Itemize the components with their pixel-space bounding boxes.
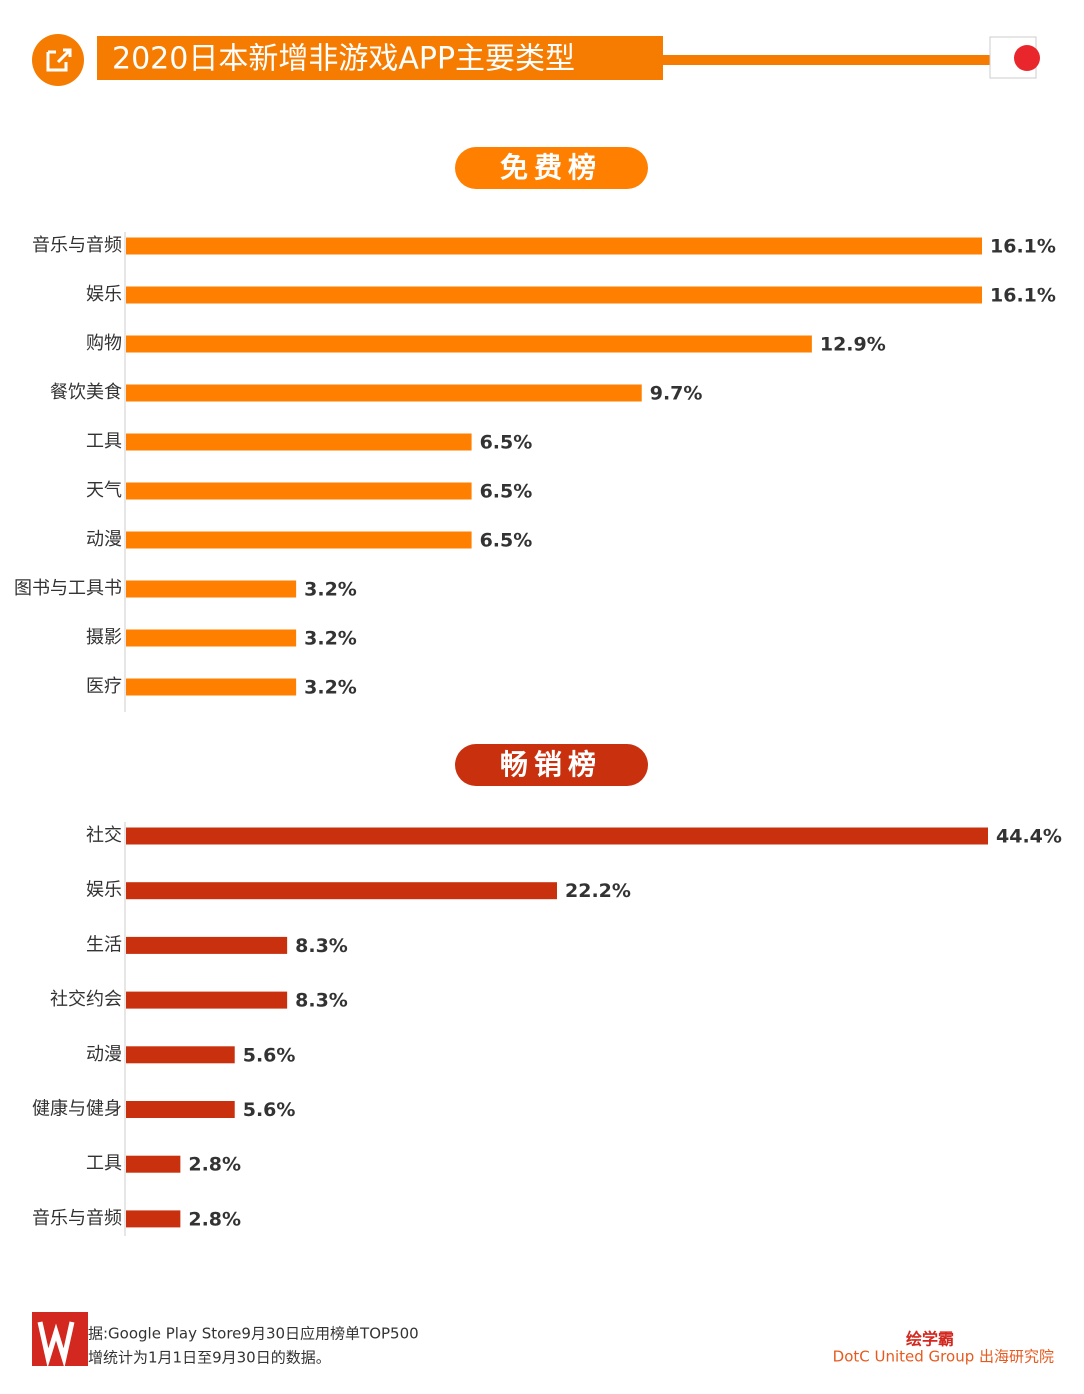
header-line <box>663 55 990 65</box>
footer-org: DotC United Group 出海研究院 <box>833 1348 1054 1366</box>
value-label: 6.5% <box>480 481 533 503</box>
header-icon-glyph <box>46 48 72 72</box>
bar <box>126 936 288 954</box>
category-label: 社交约会 <box>50 989 122 1010</box>
category-label: 工具 <box>86 1153 122 1174</box>
footer-brand: 绘学霸 <box>906 1330 954 1349</box>
value-label: 16.1% <box>990 236 1056 258</box>
bar <box>126 1210 181 1228</box>
category-label: 音乐与音频 <box>32 1208 122 1229</box>
footer-source: 据:Google Play Store9月30日应用榜单TOP500 <box>88 1325 419 1343</box>
bar <box>126 882 557 900</box>
category-label: 动漫 <box>86 1044 122 1065</box>
header-bar <box>97 36 663 80</box>
category-label: 动漫 <box>86 529 122 550</box>
category-label: 娱乐 <box>86 284 122 305</box>
value-label: 3.2% <box>304 628 357 650</box>
footer-logo-glyph <box>37 1321 75 1368</box>
page-title: 2020日本新增非游戏APP主要类型 <box>112 42 575 77</box>
bar <box>126 433 472 451</box>
value-label: 5.6% <box>243 1044 296 1066</box>
flag-sun <box>1014 45 1040 71</box>
bar <box>126 629 297 647</box>
category-label: 娱乐 <box>86 880 122 901</box>
bar <box>126 1155 181 1173</box>
value-label: 16.1% <box>990 285 1056 307</box>
bar <box>126 482 472 500</box>
bar <box>126 237 982 255</box>
bar <box>126 1101 235 1118</box>
value-label: 2.8% <box>188 1154 241 1176</box>
value-label: 8.3% <box>295 935 348 957</box>
category-label: 购物 <box>86 333 122 354</box>
section-pill <box>455 744 648 786</box>
value-label: 22.2% <box>565 880 631 902</box>
category-label: 音乐与音频 <box>32 235 122 256</box>
category-label: 天气 <box>86 480 122 501</box>
chart-title: 畅销榜 <box>500 748 602 781</box>
bar <box>126 991 288 1009</box>
category-label: 图书与工具书 <box>14 578 122 599</box>
chart-title: 免费榜 <box>500 151 602 184</box>
category-label: 医疗 <box>86 676 122 697</box>
category-label: 健康与健身 <box>32 1099 122 1120</box>
bar <box>126 286 982 304</box>
value-label: 5.6% <box>243 1099 296 1121</box>
bar <box>126 335 812 353</box>
bar <box>126 1046 235 1064</box>
value-label: 3.2% <box>304 579 357 601</box>
bar <box>126 827 988 845</box>
value-label: 8.3% <box>295 990 348 1012</box>
category-label: 工具 <box>86 431 122 452</box>
value-label: 6.5% <box>480 432 533 454</box>
bar <box>126 678 297 696</box>
bar <box>126 580 297 598</box>
bar <box>126 531 472 549</box>
footer-source: 增统计为1月1日至9月30日的数据。 <box>88 1349 331 1367</box>
category-label: 社交 <box>86 825 122 846</box>
value-label: 6.5% <box>480 530 533 552</box>
value-label: 12.9% <box>820 334 886 356</box>
value-label: 9.7% <box>650 383 703 405</box>
value-label: 3.2% <box>304 677 357 699</box>
category-label: 生活 <box>86 934 122 955</box>
value-label: 44.4% <box>996 826 1062 848</box>
category-label: 餐饮美食 <box>50 382 122 403</box>
section-pill <box>455 147 648 189</box>
category-label: 摄影 <box>86 627 122 648</box>
bar <box>126 384 642 402</box>
value-label: 2.8% <box>188 1208 241 1230</box>
